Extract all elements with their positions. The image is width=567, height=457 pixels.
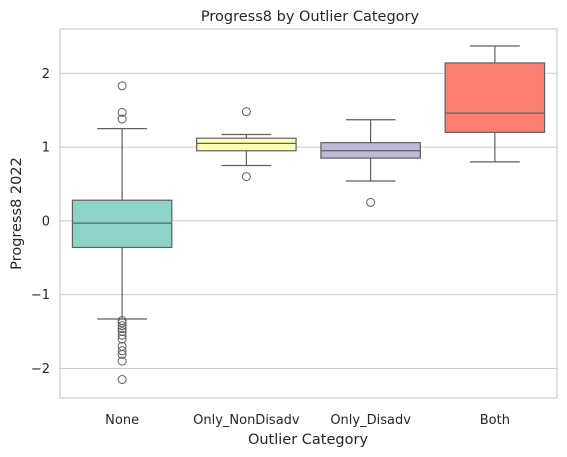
boxes: [71, 45, 546, 385]
box-group-both: [444, 45, 546, 163]
y-tick-label: 2: [42, 67, 50, 82]
outlier-point: [366, 197, 376, 207]
outlier-point: [117, 334, 127, 344]
outlier-point: [117, 81, 127, 91]
outlier-point: [117, 330, 127, 340]
x-axis-label: Outlier Category: [248, 432, 368, 448]
outlier-point: [117, 318, 127, 328]
iqr-box: [444, 62, 546, 133]
y-tick-label: 1: [42, 141, 50, 156]
iqr-box: [71, 199, 173, 249]
x-tick-label: None: [105, 413, 139, 428]
x-tick-label: Only_NonDisadv: [193, 413, 300, 428]
box-group-only_disadv: [320, 119, 421, 207]
iqr-box: [196, 137, 297, 152]
box-group-only_nondisadv: [196, 107, 297, 182]
x-tick-label: Only_Disadv: [330, 413, 411, 428]
outlier-point: [117, 107, 127, 117]
outlier-point: [117, 114, 127, 124]
y-tick-label: 0: [42, 214, 50, 229]
outlier-point: [117, 327, 127, 337]
outlier-point: [117, 375, 127, 385]
chart-title: Progress8 by Outlier Category: [201, 9, 420, 25]
x-tick-labels: None Only_NonDisadv Only_Disadv Both: [105, 413, 510, 428]
outlier-point: [241, 107, 251, 117]
outlier-point: [241, 172, 251, 182]
outlier-point: [117, 346, 127, 356]
outlier-point: [117, 324, 127, 334]
y-axis-label: Progress8 2022: [9, 157, 25, 270]
y-tick-label: −2: [31, 362, 50, 377]
y-tick-label: −1: [31, 288, 50, 303]
box-group-none: [71, 81, 173, 385]
y-tick-labels: −2 −1 0 1 2: [31, 67, 50, 377]
plot-frame: [59, 28, 558, 399]
outlier-point: [117, 356, 127, 366]
outlier-point: [117, 321, 127, 331]
x-tick-label: Both: [480, 413, 510, 428]
outlier-point: [117, 349, 127, 359]
